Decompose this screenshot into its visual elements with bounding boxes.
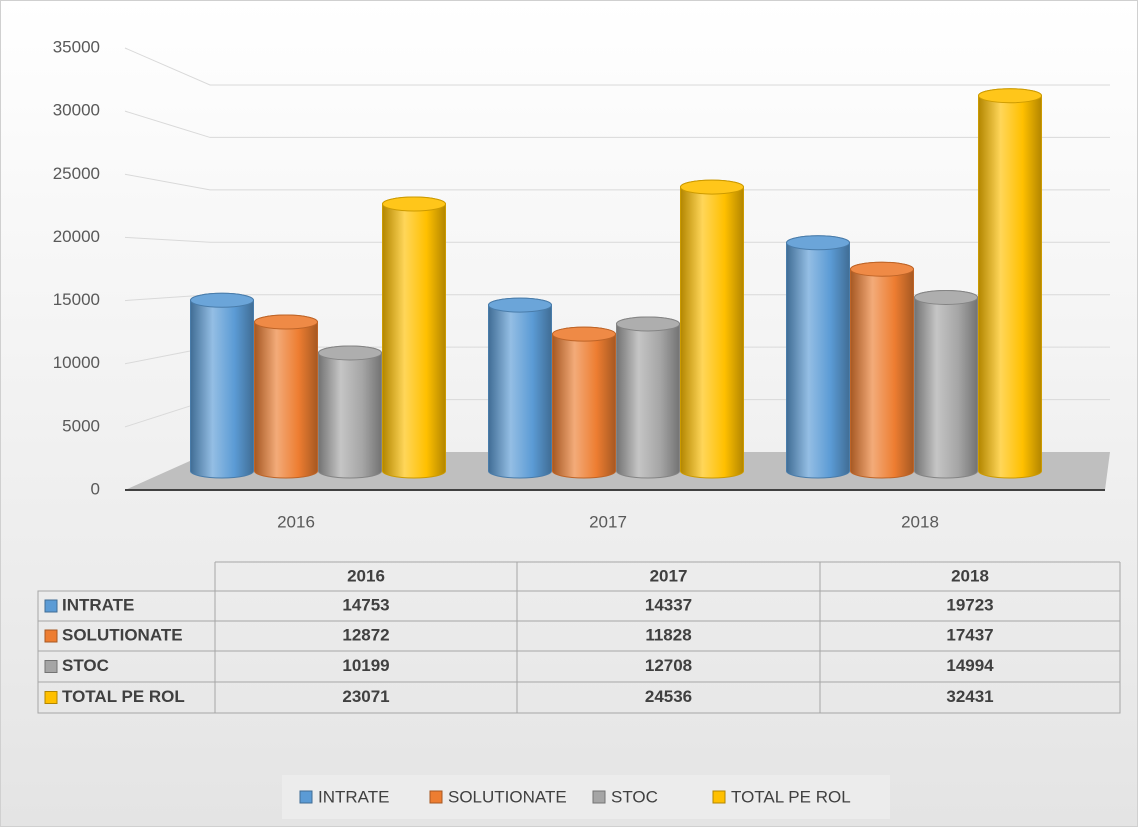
bar-top: [488, 297, 552, 313]
bar-top: [978, 88, 1042, 104]
bar: [190, 292, 254, 479]
legend-key: [592, 790, 606, 804]
table-row-label: STOC: [62, 656, 109, 675]
table-cell: 23071: [342, 687, 389, 706]
bar-top: [786, 235, 850, 251]
legend-box: [282, 775, 890, 819]
bar: [382, 196, 446, 479]
x-tick-label: 2016: [277, 512, 315, 531]
bar-top: [850, 261, 914, 277]
table-cell: 32431: [946, 687, 993, 706]
bar-top: [254, 314, 318, 330]
x-tick-label: 2018: [901, 512, 939, 531]
bar: [680, 179, 744, 479]
bar-top: [680, 179, 744, 195]
bar: [616, 316, 680, 479]
table-legend-key: [44, 599, 58, 613]
y-tick-label: 35000: [53, 37, 100, 56]
table-cell: 14337: [645, 595, 692, 614]
table-cell: 24536: [645, 687, 692, 706]
bar-top: [382, 196, 446, 212]
table-cell: 14753: [342, 595, 389, 614]
y-tick-label: 0: [91, 479, 100, 498]
bar-top: [914, 289, 978, 305]
grid-line: [124, 110, 1110, 138]
y-tick-label: 5000: [62, 416, 100, 435]
bar-top: [616, 316, 680, 332]
legend-key: [299, 790, 313, 804]
table-cell: 19723: [946, 595, 993, 614]
legend-key: [429, 790, 443, 804]
table-legend-key: [44, 629, 58, 643]
y-tick-label: 10000: [53, 353, 100, 372]
bar-top: [190, 292, 254, 308]
grid-line: [124, 173, 1110, 191]
y-tick-label: 20000: [53, 227, 100, 246]
table-cell: 10199: [342, 656, 389, 675]
y-tick-label: 25000: [53, 164, 100, 183]
bar: [488, 297, 552, 479]
table-row-label: INTRATE: [62, 595, 134, 614]
y-tick-label: 30000: [53, 101, 100, 120]
legend-label: STOC: [611, 787, 658, 806]
bar-top: [552, 326, 616, 342]
legend-label: TOTAL PE ROL: [731, 787, 851, 806]
table-row-label: SOLUTIONATE: [62, 625, 183, 644]
table-legend-key: [44, 691, 58, 704]
table-cell: 14994: [946, 656, 994, 675]
table-cell: 17437: [946, 625, 993, 644]
bar: [254, 314, 318, 479]
bar-top: [318, 345, 382, 361]
legend-key: [712, 790, 726, 804]
legend-label: INTRATE: [318, 787, 389, 806]
bar: [786, 235, 850, 479]
legend-label: SOLUTIONATE: [448, 787, 567, 806]
bar: [318, 345, 382, 479]
table-header: 2018: [951, 566, 989, 585]
grid-line: [124, 47, 1110, 86]
bar: [978, 88, 1042, 479]
table-header: 2016: [347, 566, 385, 585]
bar: [552, 326, 616, 479]
bar: [850, 261, 914, 479]
table-cell: 11828: [645, 625, 691, 644]
x-tick-label: 2017: [589, 512, 627, 531]
bar: [914, 289, 978, 479]
table-header: 2017: [650, 566, 688, 585]
table-legend-key: [44, 660, 58, 673]
table-cell: 12708: [645, 656, 692, 675]
table-cell: 12872: [342, 625, 389, 644]
table-row-label: TOTAL PE ROL: [62, 687, 185, 706]
y-tick-label: 15000: [53, 290, 100, 309]
